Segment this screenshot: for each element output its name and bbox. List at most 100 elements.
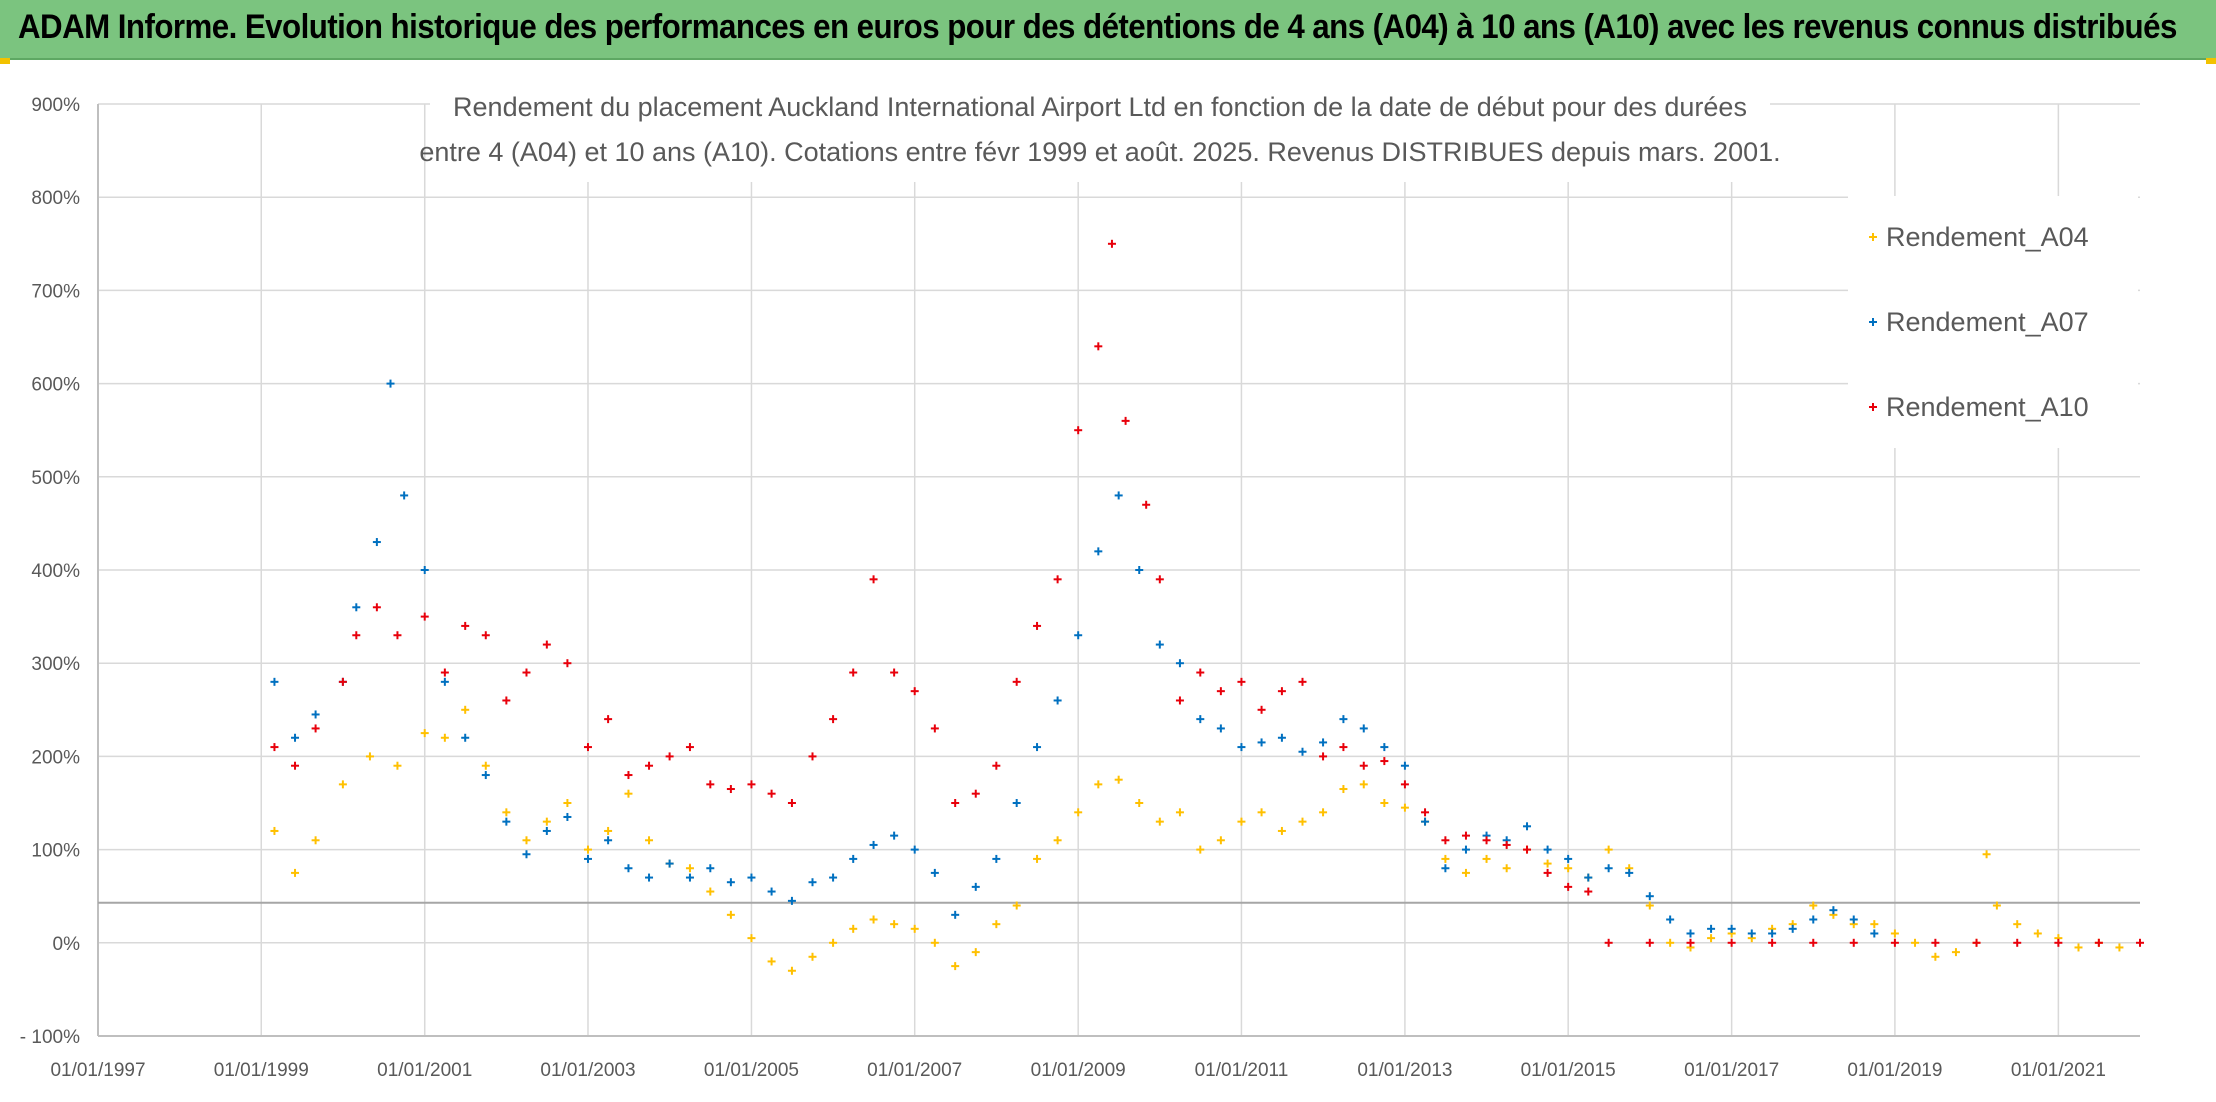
data-point [1359, 780, 1368, 789]
data-point [1686, 938, 1695, 947]
legend-entry: Rendement_A07 [1869, 307, 2089, 337]
y-tick-label: - 100% [20, 1027, 80, 1048]
data-point [1298, 677, 1307, 686]
data-point [502, 808, 511, 817]
data-point [829, 873, 838, 882]
data-point [1849, 915, 1858, 924]
data-point [1461, 831, 1470, 840]
data-point [1196, 845, 1205, 854]
y-tick-label: 900% [31, 95, 80, 116]
data-point [971, 882, 980, 891]
data-point [563, 659, 572, 668]
data-point [910, 687, 919, 696]
data-point [1584, 887, 1593, 896]
data-point [1142, 500, 1151, 509]
data-point [1849, 938, 1858, 947]
title-background [430, 84, 1770, 182]
data-point [1768, 938, 1777, 947]
data-point [1482, 854, 1491, 863]
data-point [420, 612, 429, 621]
data-point [1523, 822, 1532, 831]
data-point [808, 752, 817, 761]
data-point [1564, 864, 1573, 873]
data-point [583, 743, 592, 752]
data-point [930, 724, 939, 733]
data-point [1175, 696, 1184, 705]
x-tick-label: 01/01/2019 [1847, 1060, 1942, 1081]
data-point [992, 920, 1001, 929]
data-point [1604, 845, 1613, 854]
data-point [2013, 920, 2022, 929]
legend-label: Rendement_A10 [1886, 392, 2089, 422]
data-point [1768, 929, 1777, 938]
axes: - 100% 0% 100% 200% 300% 400% 500% 600% 700% 800%… [20, 95, 2140, 1081]
data-point [1645, 892, 1654, 901]
data-point [1461, 845, 1470, 854]
data-point [1033, 854, 1042, 863]
data-point [1523, 845, 1532, 854]
y-tick-label: 100% [31, 841, 80, 862]
data-point [481, 761, 490, 770]
data-point [767, 887, 776, 896]
data-point [1359, 724, 1368, 733]
data-point [1604, 864, 1613, 873]
chart-legend: Rendement_A04 Rendement_A07 Rendement_A10 [1848, 196, 2138, 448]
data-point [461, 705, 470, 714]
data-point [1237, 817, 1246, 826]
legend-label: Rendement_A04 [1886, 222, 2089, 252]
data-point [1175, 659, 1184, 668]
data-point [1053, 575, 1062, 584]
data-point [869, 840, 878, 849]
data-point [270, 677, 279, 686]
corner-mark-right [2206, 58, 2216, 64]
data-point [1319, 738, 1328, 747]
data-point [338, 677, 347, 686]
data-point [829, 938, 838, 947]
data-point [542, 817, 551, 826]
data-point [372, 603, 381, 612]
data-point [930, 938, 939, 947]
data-point [1033, 743, 1042, 752]
data-point [1012, 901, 1021, 910]
data-point [624, 864, 633, 873]
data-point [1121, 416, 1130, 425]
data-point [338, 780, 347, 789]
data-point [542, 640, 551, 649]
y-tick-label: 800% [31, 188, 80, 209]
data-point [1441, 864, 1450, 873]
data-point [522, 836, 531, 845]
data-point [461, 621, 470, 630]
data-points [270, 239, 2144, 975]
data-point [1441, 854, 1450, 863]
data-point [726, 910, 735, 919]
data-point [1094, 780, 1103, 789]
data-point [604, 836, 613, 845]
data-point [1870, 929, 1879, 938]
data-point [1543, 859, 1552, 868]
data-point [645, 873, 654, 882]
data-point [787, 799, 796, 807]
data-point [767, 789, 776, 798]
data-point [1809, 901, 1818, 910]
y-tick-label: 600% [31, 375, 80, 396]
data-point [291, 733, 300, 742]
data-point [563, 812, 572, 821]
data-point [1400, 761, 1409, 770]
data-point [1788, 924, 1797, 933]
data-point [270, 826, 279, 835]
data-point [1319, 752, 1328, 761]
chart-title-line: Rendement du placement Auckland Internat… [453, 92, 1747, 122]
data-point [890, 831, 899, 840]
data-point [2094, 938, 2103, 947]
data-point [400, 491, 409, 500]
data-point [1074, 426, 1083, 435]
data-point [1257, 705, 1266, 714]
data-point [808, 878, 817, 887]
data-point [1257, 738, 1266, 747]
data-point [1604, 938, 1613, 947]
report-banner: ADAM Informe. Evolution historique des p… [0, 0, 2216, 60]
data-point [869, 915, 878, 924]
data-point [1584, 873, 1593, 882]
data-point [1972, 938, 1981, 947]
